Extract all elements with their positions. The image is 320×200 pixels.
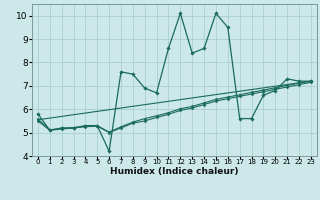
X-axis label: Humidex (Indice chaleur): Humidex (Indice chaleur) <box>110 167 239 176</box>
